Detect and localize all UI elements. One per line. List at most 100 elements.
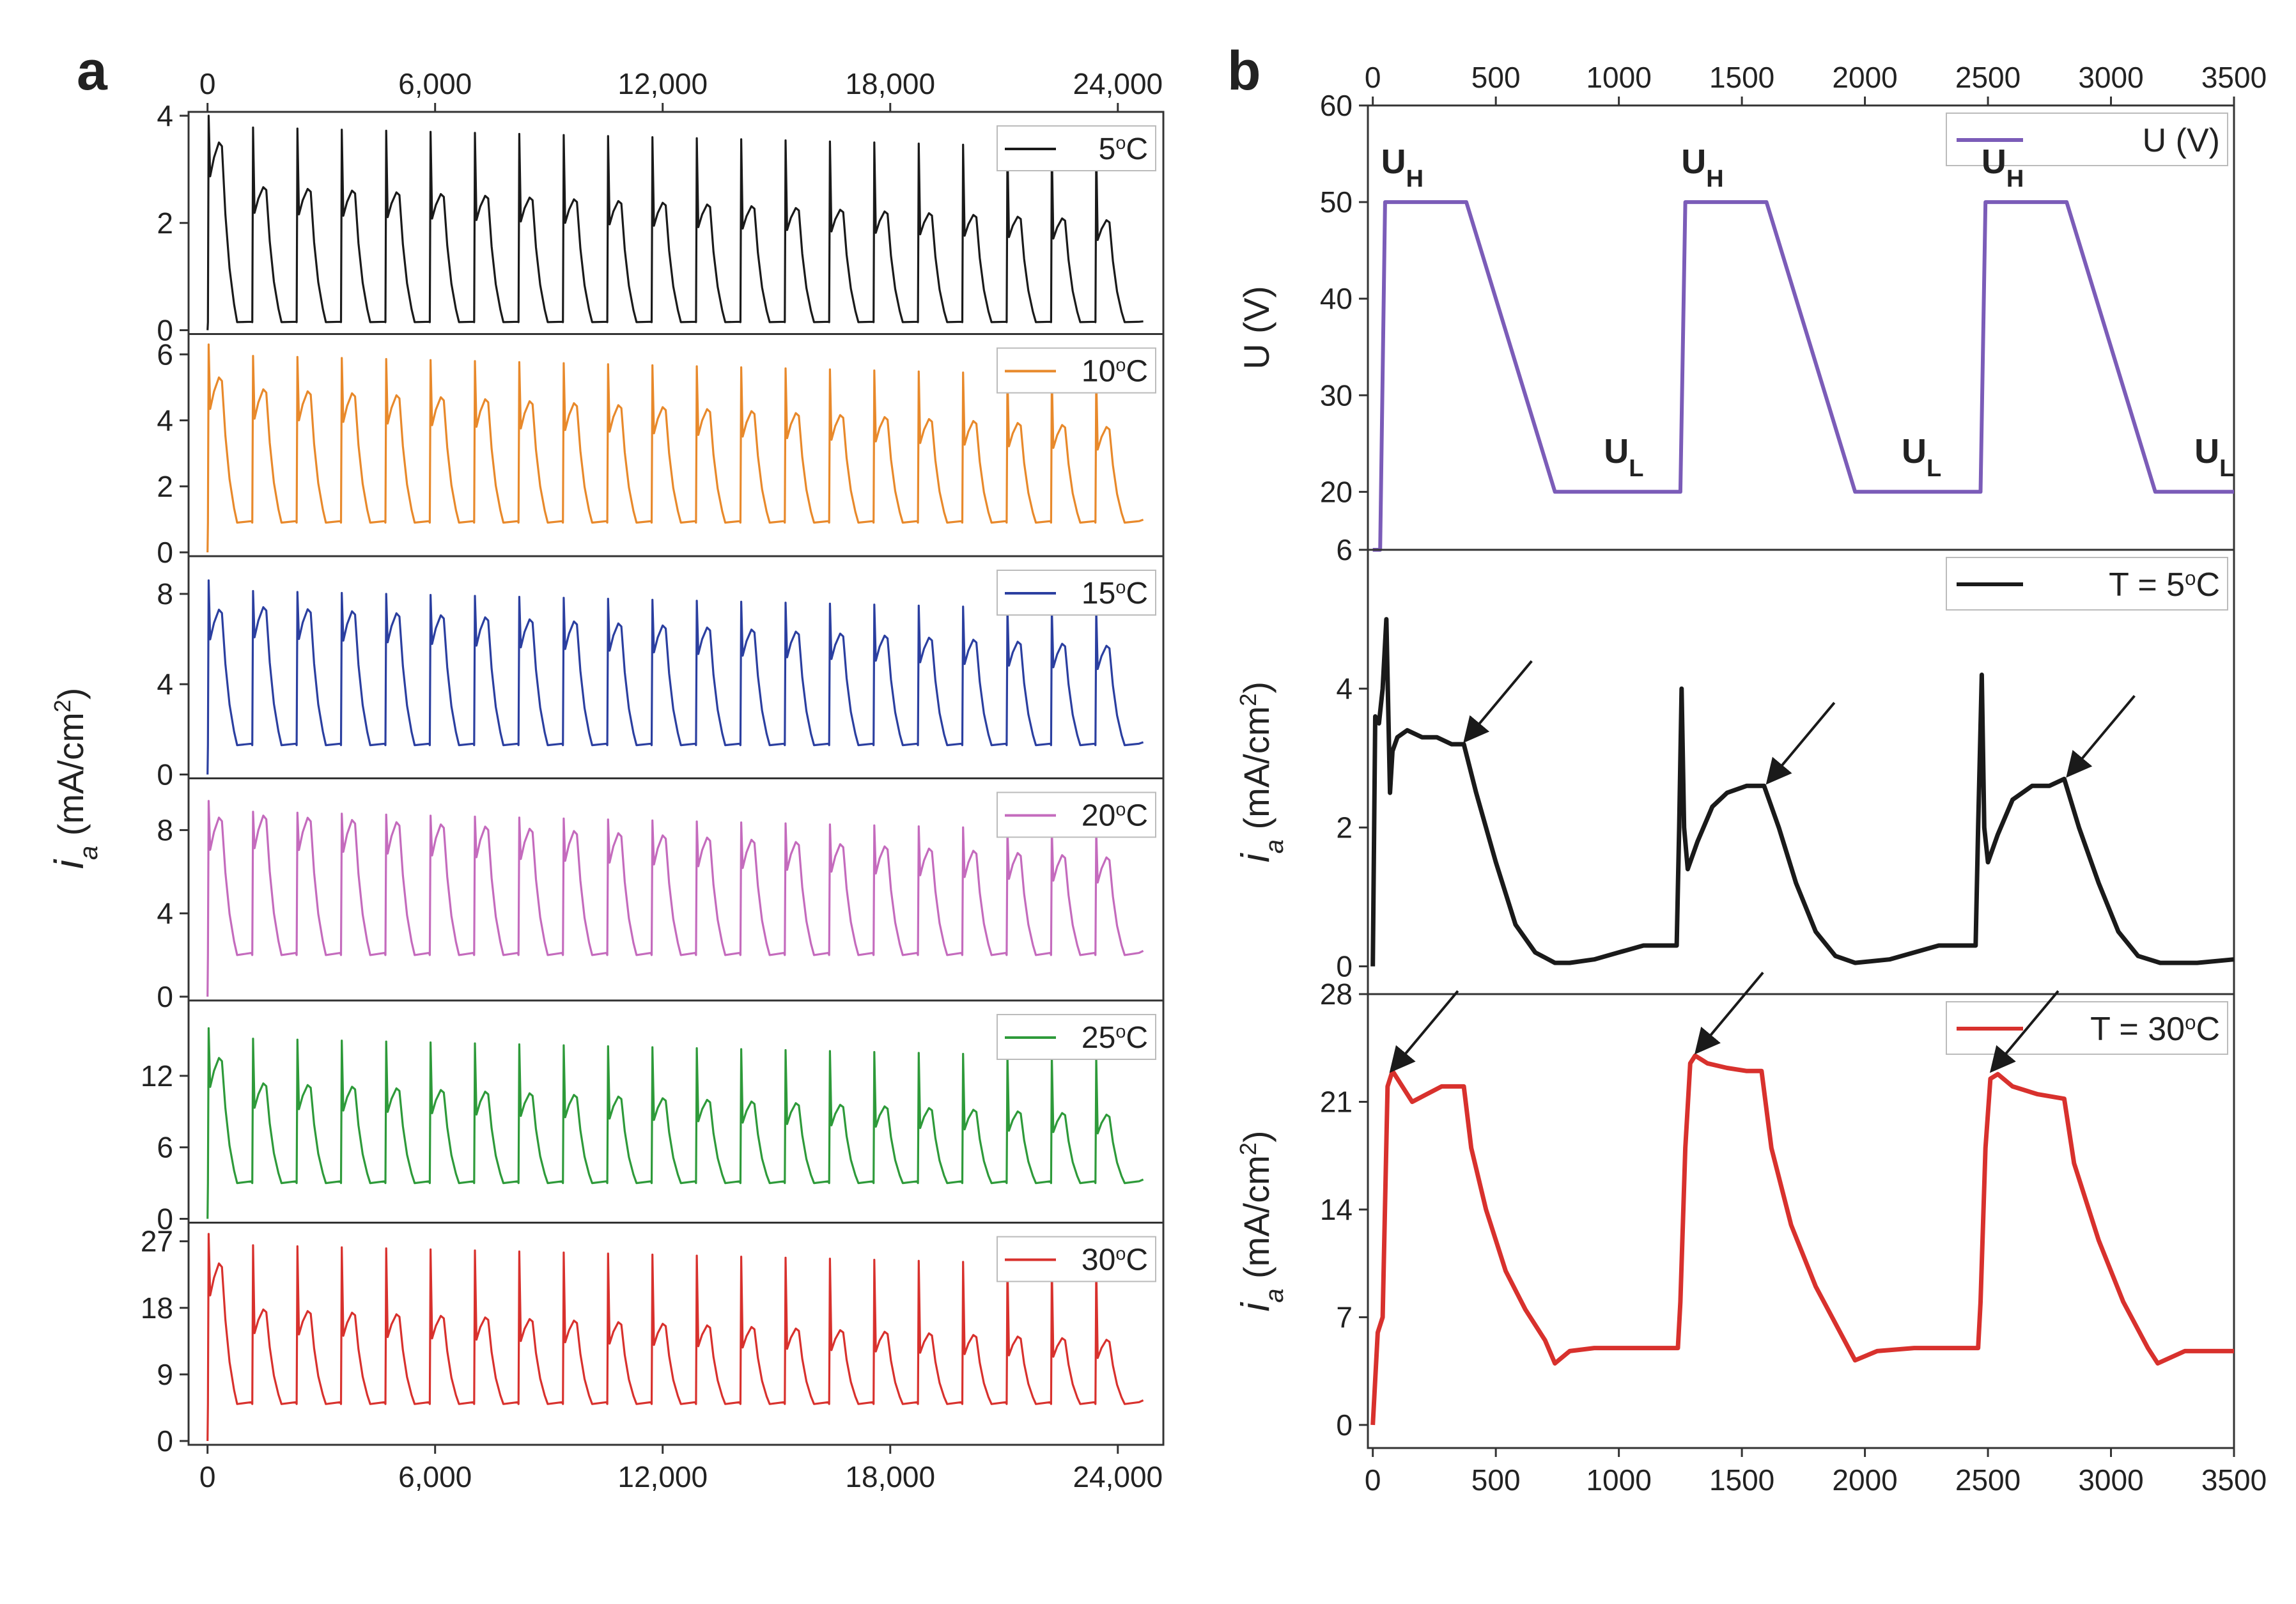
b-legend-label-2-degree: o [2185, 1011, 2196, 1034]
b-y-label-sub: a [1260, 839, 1289, 853]
b-subplot-frame [1367, 549, 2235, 995]
a-bottom-tick-label: 0 [199, 1460, 216, 1493]
b-voltage-label-0: UH [1381, 143, 1423, 192]
a-y-tick-label: 6 [157, 338, 173, 371]
b-bottom-tick-label: 3000 [2078, 1463, 2143, 1497]
b-series-line-2 [1370, 1053, 2234, 1426]
a-legend-label-4-degree: o [1115, 1022, 1126, 1042]
b-bottom-tick-label: 0 [1365, 1463, 1381, 1497]
b-y-tick-label: 6 [1336, 533, 1353, 566]
b-voltage-label-main: U [1381, 143, 1406, 181]
a-y-tick-label: 0 [157, 1203, 173, 1236]
b-voltage-label-1: UL [1604, 432, 1643, 482]
a-series-line-2 [206, 579, 1144, 775]
b-y-tick-label: 40 [1320, 282, 1353, 315]
b-series-line-0 [1372, 200, 2234, 552]
b-subplot-frame [1367, 993, 2235, 1449]
b-voltage-label-sub: H [2006, 166, 2024, 192]
b-voltage-label-sub: L [1927, 455, 1941, 482]
panel-b: 0050050010001000150015002000200025002500… [1234, 61, 2267, 1497]
a-bottom-tick-label: 18,000 [845, 1460, 935, 1493]
a-legend-label-3: 20oC [1082, 799, 1148, 833]
a-subplot-5: 0 9 18 27 30oC [141, 1222, 1165, 1458]
a-bottom-tick-label: 24,000 [1073, 1460, 1163, 1493]
b-y-label-unit: (mA/cm [1236, 1155, 1276, 1288]
b-voltage-label-5: UL [2194, 432, 2234, 482]
a-legend-label-2-value: 15 [1082, 577, 1115, 611]
a-y-tick-label: 27 [141, 1225, 173, 1258]
b-y-axis-label-2: ia (mA/cm2) [1234, 1130, 1289, 1311]
b-voltage-label-4: UH [1982, 143, 2024, 192]
b-y-label-close: ) [1236, 1130, 1276, 1142]
a-series-line-5 [206, 1233, 1144, 1442]
b-bottom-tick-label: 3500 [2201, 1463, 2267, 1497]
a-y-label-unit: (mA/cm [50, 712, 91, 845]
panel-a: 006,0006,00012,00012,00018,00018,00024,0… [46, 67, 1165, 1493]
a-series-line-0 [206, 114, 1144, 331]
b-legend-label-1-degree: o [2185, 567, 2196, 589]
b-legend-label-2-value: T = 30 [2090, 1011, 2185, 1048]
a-legend-label-0-unit: C [1126, 132, 1148, 166]
a-y-label-i: i [46, 859, 92, 869]
a-y-tick-label: 4 [157, 99, 173, 132]
b-y-label-i: i [1234, 852, 1278, 862]
a-legend-label-4-unit: C [1126, 1021, 1148, 1055]
b-bottom-tick-label: 500 [1471, 1463, 1521, 1497]
b-voltage-label-sub: L [2219, 455, 2234, 482]
a-subplot-frame [187, 1222, 1165, 1446]
b-annotation-arrow-2 [1989, 990, 2059, 1073]
a-legend-label-5-unit: C [1126, 1243, 1148, 1277]
a-y-tick-label: 18 [141, 1291, 173, 1325]
b-y-tick-label: 14 [1320, 1193, 1353, 1226]
b-top-tick-label: 1500 [1709, 61, 1774, 94]
a-legend-label-3-value: 20 [1082, 799, 1115, 833]
a-subplot-3: 0 4 8 20oC [157, 777, 1165, 1013]
b-voltage-label-main: U [1982, 143, 2006, 181]
b-y-tick-label: 20 [1320, 475, 1353, 508]
a-legend-label-3-degree: o [1115, 800, 1126, 820]
b-legend-label-2: T = 30oC [2090, 1011, 2220, 1048]
b-y-axis-label-0: U (V) [1236, 286, 1276, 370]
a-y-tick-label: 4 [157, 897, 173, 930]
a-y-tick-label: 0 [157, 758, 173, 791]
b-legend-label-0: U (V) [2143, 122, 2220, 159]
b-y-tick-label: 30 [1320, 378, 1353, 412]
b-annotation-arrow-1 [1765, 701, 1836, 785]
a-y-tick-label: 9 [157, 1358, 173, 1391]
a-y-tick-label: 2 [157, 470, 173, 503]
a-legend-label-1-unit: C [1126, 355, 1148, 389]
b-bottom-tick-label: 2500 [1955, 1463, 2021, 1497]
a-subplot-0: 0 2 4 5oC [157, 99, 1165, 347]
b-annotation-arrow-0 [1389, 990, 1459, 1073]
b-bottom-tick-label: 2000 [1832, 1463, 1897, 1497]
b-voltage-label-main: U [1604, 432, 1629, 471]
a-legend-label-3-unit: C [1126, 799, 1148, 833]
b-bottom-tick-label: 1500 [1709, 1463, 1774, 1497]
a-top-tick-label: 6,000 [398, 67, 472, 100]
b-y-label-sup: 2 [1235, 694, 1261, 706]
a-y-tick-label: 12 [141, 1059, 173, 1093]
panel-label-a: a [77, 40, 108, 102]
a-legend-label-2-unit: C [1126, 577, 1148, 611]
b-voltage-label-main: U [1681, 143, 1706, 181]
b-y-axis-label-1: ia (mA/cm2) [1234, 681, 1289, 862]
b-y-tick-label: 2 [1336, 811, 1353, 844]
b-annotation-arrow-1 [1694, 971, 1764, 1055]
a-y-axis-label: ia (mA/cm2) [46, 688, 103, 869]
b-voltage-label-3: UL [1902, 432, 1941, 482]
a-subplot-2: 0 4 8 15oC [157, 555, 1165, 791]
b-voltage-label-sub: H [1406, 166, 1423, 192]
b-voltage-label-2: UH [1681, 143, 1723, 192]
a-subplot-1: 0 2 4 6 10oC [157, 333, 1165, 569]
b-top-tick-label: 0 [1365, 61, 1381, 94]
a-y-tick-label: 4 [157, 667, 173, 701]
a-y-label-sup: 2 [49, 699, 75, 712]
b-top-tick-label: 3500 [2201, 61, 2267, 94]
b-voltage-label-sub: H [1706, 166, 1723, 192]
b-annotation-arrow-2 [2066, 695, 2136, 778]
b-y-tick-label: 50 [1320, 185, 1353, 219]
panel-label-b: b [1227, 40, 1261, 102]
a-series-line-3 [206, 800, 1144, 997]
b-y-tick-label: 4 [1336, 672, 1353, 705]
